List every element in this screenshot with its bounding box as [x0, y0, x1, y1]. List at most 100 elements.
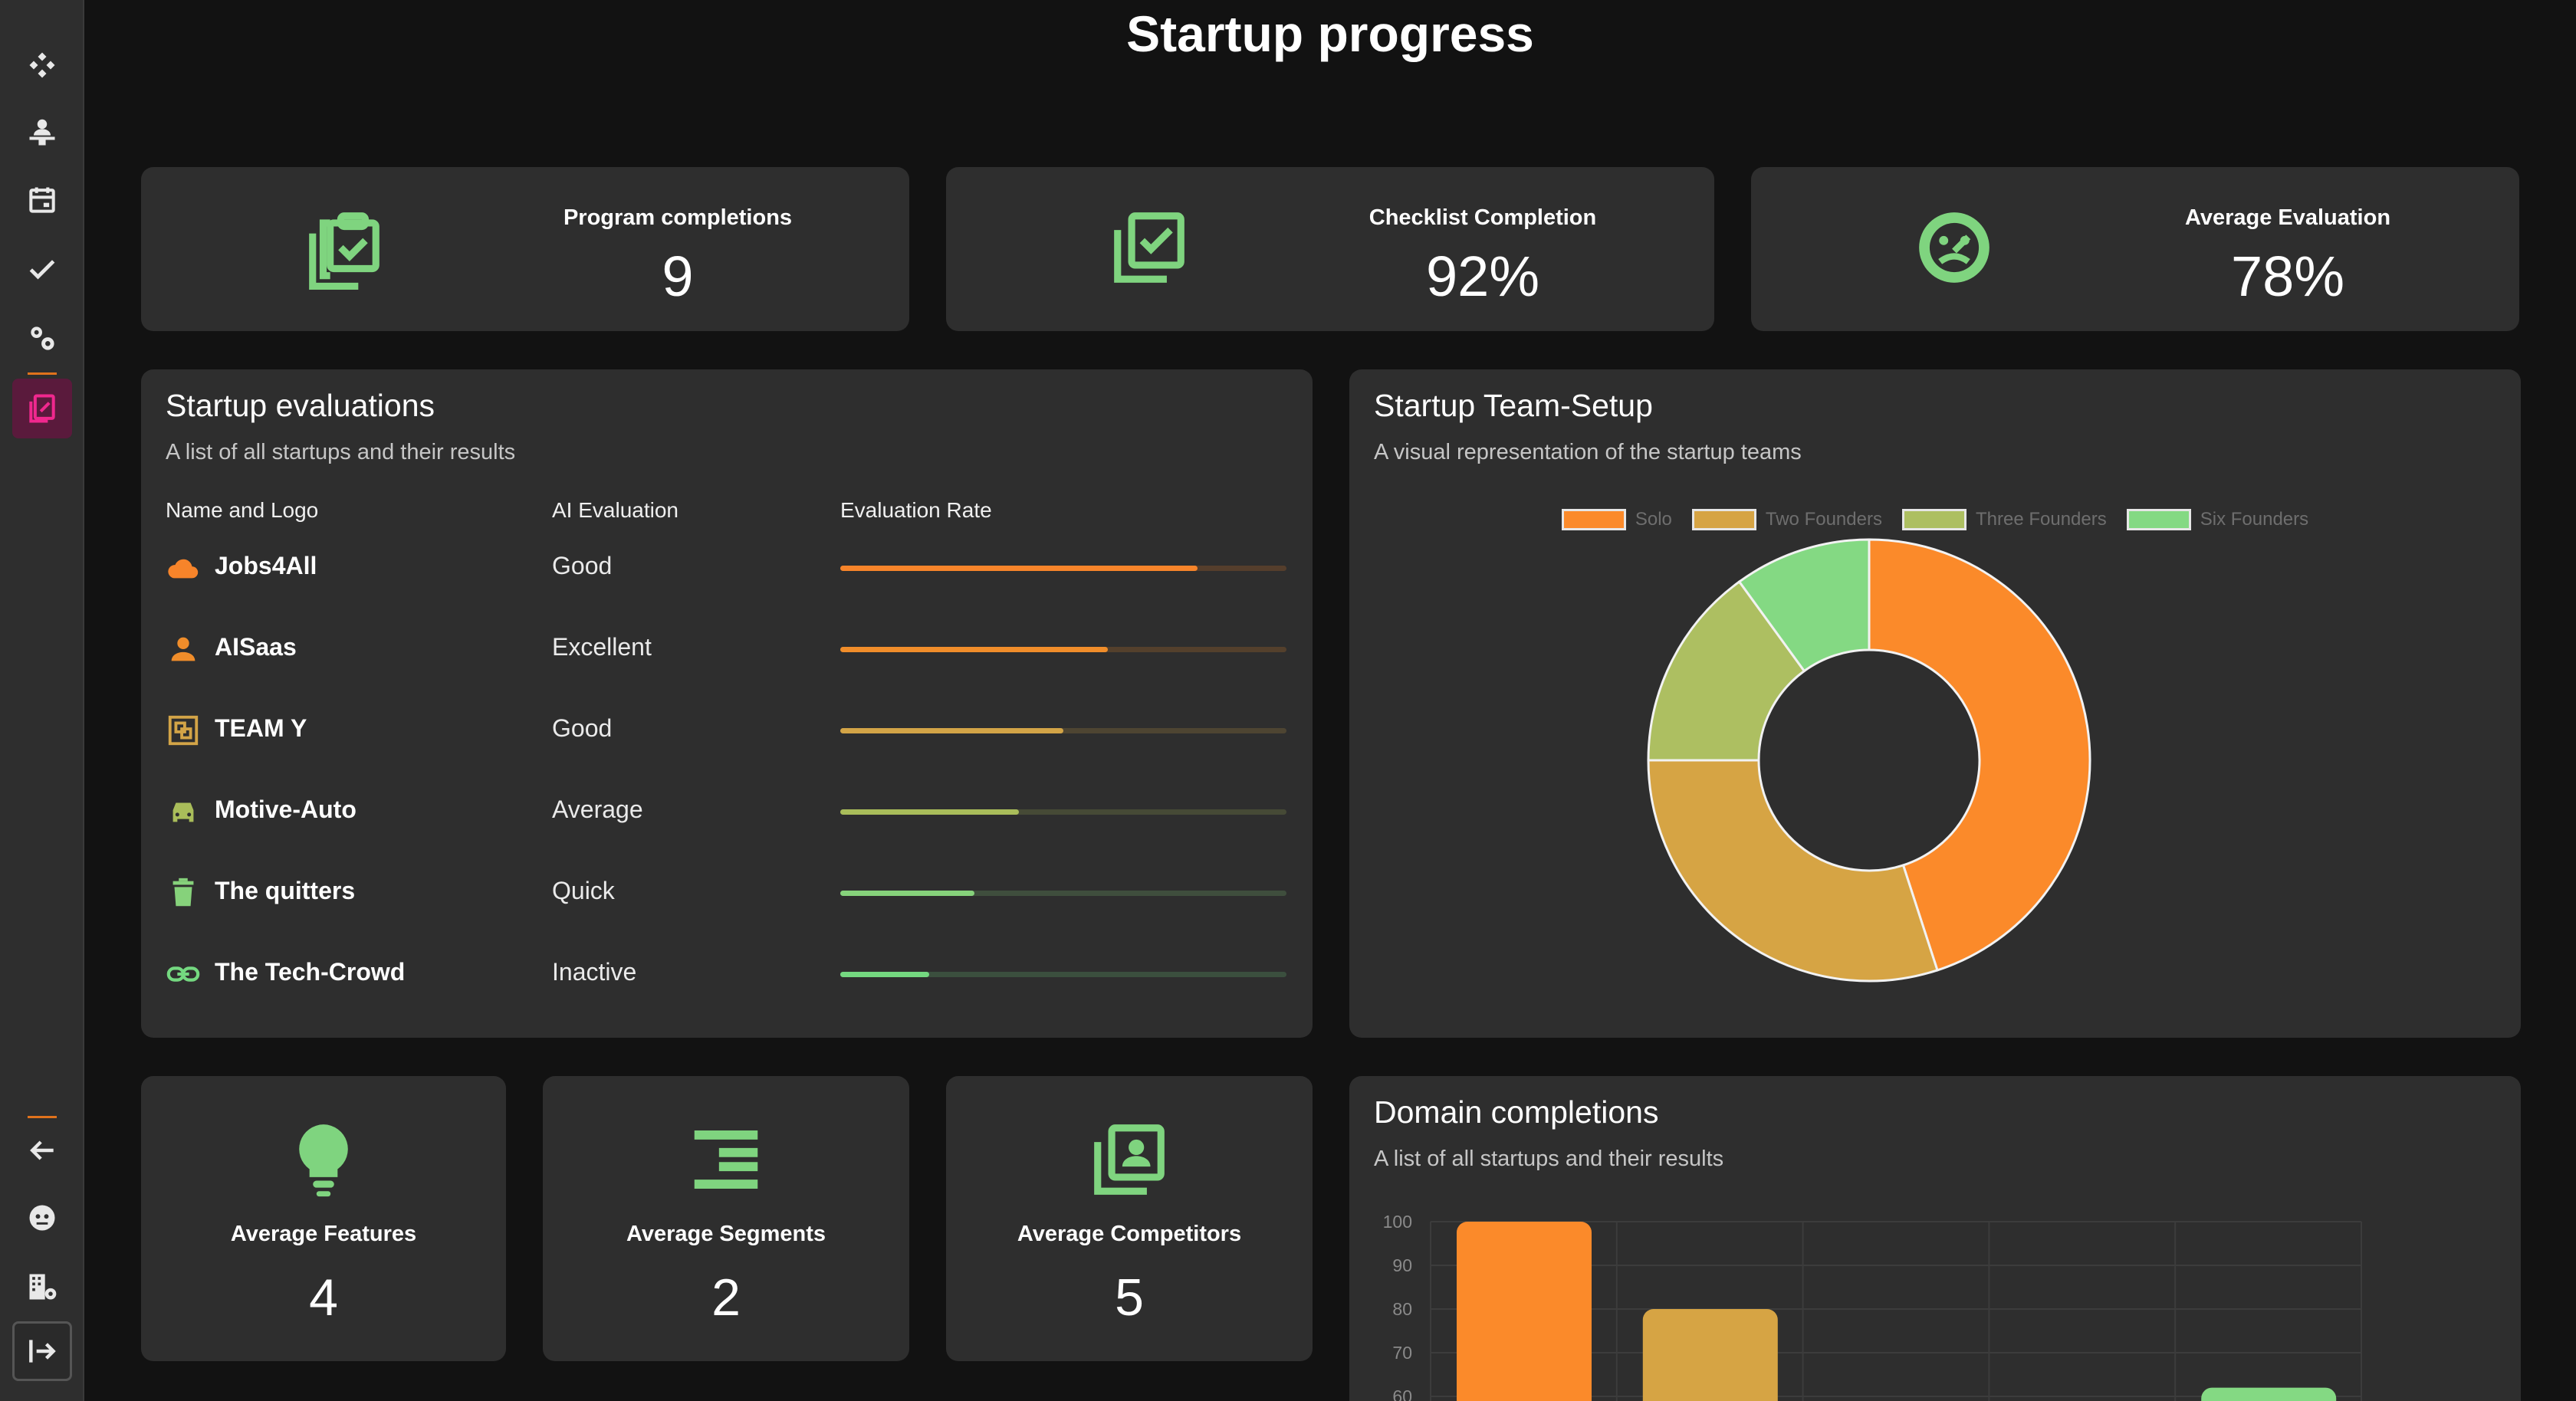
table-row[interactable]: AISaas Excellent — [141, 625, 1313, 671]
donut-slice-two-founders[interactable] — [1647, 759, 1939, 983]
diamonds-icon — [29, 52, 55, 78]
arrow-left-icon — [30, 1140, 54, 1160]
legend-swatch — [1691, 509, 1756, 530]
legend-item[interactable]: Six Founders — [2126, 509, 2309, 530]
legend-swatch — [1561, 509, 1626, 530]
calendar-icon — [29, 187, 55, 213]
column-header-ai-evaluation: AI Evaluation — [552, 498, 678, 522]
trash-icon — [172, 878, 194, 907]
table-row[interactable]: The Tech-Crowd Inactive — [141, 950, 1313, 996]
checkbox-stack-icon — [1114, 212, 1184, 283]
panel-subtitle: A visual representation of the startup t… — [1374, 440, 1802, 464]
nav-logout[interactable] — [12, 1321, 72, 1381]
stat-label: Average Evaluation — [2184, 205, 2391, 230]
legend-item[interactable]: Solo — [1561, 509, 1672, 530]
person-icon — [171, 637, 196, 661]
mini-card-average-features: Average Features 4 — [141, 1076, 506, 1361]
startup-evaluations-panel: Startup evaluations A list of all startu… — [141, 369, 1313, 1038]
legend-label: Six Founders — [2200, 509, 2309, 530]
nav-diamonds[interactable] — [12, 35, 72, 95]
legend-label: Solo — [1635, 509, 1672, 530]
stat-label: Checklist Completion — [1368, 205, 1597, 230]
sidebar-separator — [28, 372, 57, 375]
nav-checklist[interactable] — [12, 239, 72, 299]
nav-organization[interactable] — [12, 1257, 72, 1317]
nav-person-podium[interactable] — [12, 103, 72, 162]
evaluation-rate-bar — [840, 728, 1063, 733]
bar-0[interactable] — [1457, 1222, 1592, 1401]
page-title: Startup progress — [1126, 5, 1534, 62]
stat-label: Average Features — [230, 1222, 417, 1246]
stat-label: Program completions — [563, 205, 793, 230]
evaluation-rate-track — [840, 566, 1286, 571]
ai-evaluation: Average — [552, 796, 643, 823]
nav-startup-progress[interactable] — [12, 379, 72, 438]
evaluation-rate-track — [840, 728, 1286, 733]
nav-calendar[interactable] — [12, 170, 72, 230]
donut-slice-six-founders[interactable] — [1737, 538, 1871, 673]
evaluation-rate-track — [840, 891, 1286, 896]
ai-evaluation: Good — [552, 714, 613, 742]
column-header-name: Name and Logo — [166, 498, 319, 522]
stat-value: 5 — [1115, 1268, 1144, 1327]
bar-1[interactable] — [1642, 1309, 1778, 1401]
car-icon — [172, 802, 194, 822]
settings-gears-icon — [31, 326, 54, 350]
nav-back[interactable] — [12, 1120, 72, 1180]
ai-evaluation: Inactive — [552, 958, 637, 986]
mini-card-average-segments: Average Segments 2 — [543, 1076, 909, 1361]
legend-swatch — [1901, 509, 1967, 530]
stat-label: Average Competitors — [1017, 1222, 1242, 1246]
table-row[interactable]: Motive-Auto Average — [141, 788, 1313, 834]
person-podium-icon — [29, 119, 55, 146]
frames-icon — [168, 715, 199, 746]
panel-title: Startup evaluations — [166, 388, 435, 423]
table-row[interactable]: TEAM Y Good — [141, 707, 1313, 753]
domain-completions-bar-chart: 100 90 80 70 60 — [1383, 1212, 2362, 1401]
evaluation-rate-bar — [840, 891, 974, 896]
contacts-stack-icon — [1094, 1124, 1165, 1195]
table-row[interactable]: The quitters Quick — [141, 869, 1313, 915]
chart-legend: Solo Two Founders Three Founders Six Fou… — [1349, 509, 2521, 530]
nav-settings[interactable] — [12, 308, 72, 368]
link-icon — [166, 966, 200, 982]
evaluation-rate-bar — [840, 566, 1198, 571]
stat-value: 9 — [662, 244, 694, 308]
cloud-icon — [168, 559, 199, 579]
startup-name: Jobs4All — [215, 552, 317, 579]
startup-name: The quitters — [215, 877, 356, 904]
nav-profile[interactable] — [12, 1188, 72, 1248]
gauge-face-icon — [1919, 212, 1990, 283]
domain-completions-panel: Domain completions A list of all startup… — [1349, 1076, 2521, 1401]
ai-evaluation: Excellent — [552, 633, 652, 661]
sidebar — [0, 0, 84, 1401]
panel-subtitle: A list of all startups and their results — [1374, 1147, 1724, 1171]
donut-slice-three-founders[interactable] — [1647, 579, 1806, 762]
panel-subtitle: A list of all startups and their results — [166, 440, 516, 464]
face-icon — [29, 1205, 55, 1231]
panel-title: Domain completions — [1374, 1094, 1659, 1130]
legend-item[interactable]: Three Founders — [1901, 509, 2107, 530]
startup-name: Motive-Auto — [215, 796, 356, 823]
y-tick-label: 70 — [1392, 1343, 1412, 1363]
legend-item[interactable]: Two Founders — [1691, 509, 1882, 530]
evaluation-rate-bar — [840, 809, 1019, 815]
table-row[interactable]: Jobs4All Good — [141, 544, 1313, 590]
startup-name: The Tech-Crowd — [215, 958, 406, 986]
edit-document-icon — [29, 394, 55, 423]
evaluation-rate-bar — [840, 647, 1109, 652]
checkmark-icon — [29, 260, 55, 280]
evaluation-rate-track — [840, 647, 1286, 652]
y-tick-label: 80 — [1392, 1299, 1412, 1319]
donut-slice-solo[interactable] — [1868, 538, 2091, 972]
segments-lines-icon — [694, 1130, 758, 1189]
stat-card-checklist-completion: Checklist Completion 92% — [946, 167, 1714, 331]
sidebar-separator-bottom — [28, 1116, 57, 1118]
bar-4[interactable] — [2201, 1387, 2337, 1401]
legend-swatch — [2126, 509, 2191, 530]
stat-card-program-completions: Program completions 9 — [141, 167, 909, 331]
building-gear-icon — [29, 1274, 57, 1300]
ai-evaluation: Quick — [552, 877, 615, 904]
mini-card-average-competitors: Average Competitors 5 — [946, 1076, 1313, 1361]
stat-value: 78% — [2230, 244, 2345, 308]
